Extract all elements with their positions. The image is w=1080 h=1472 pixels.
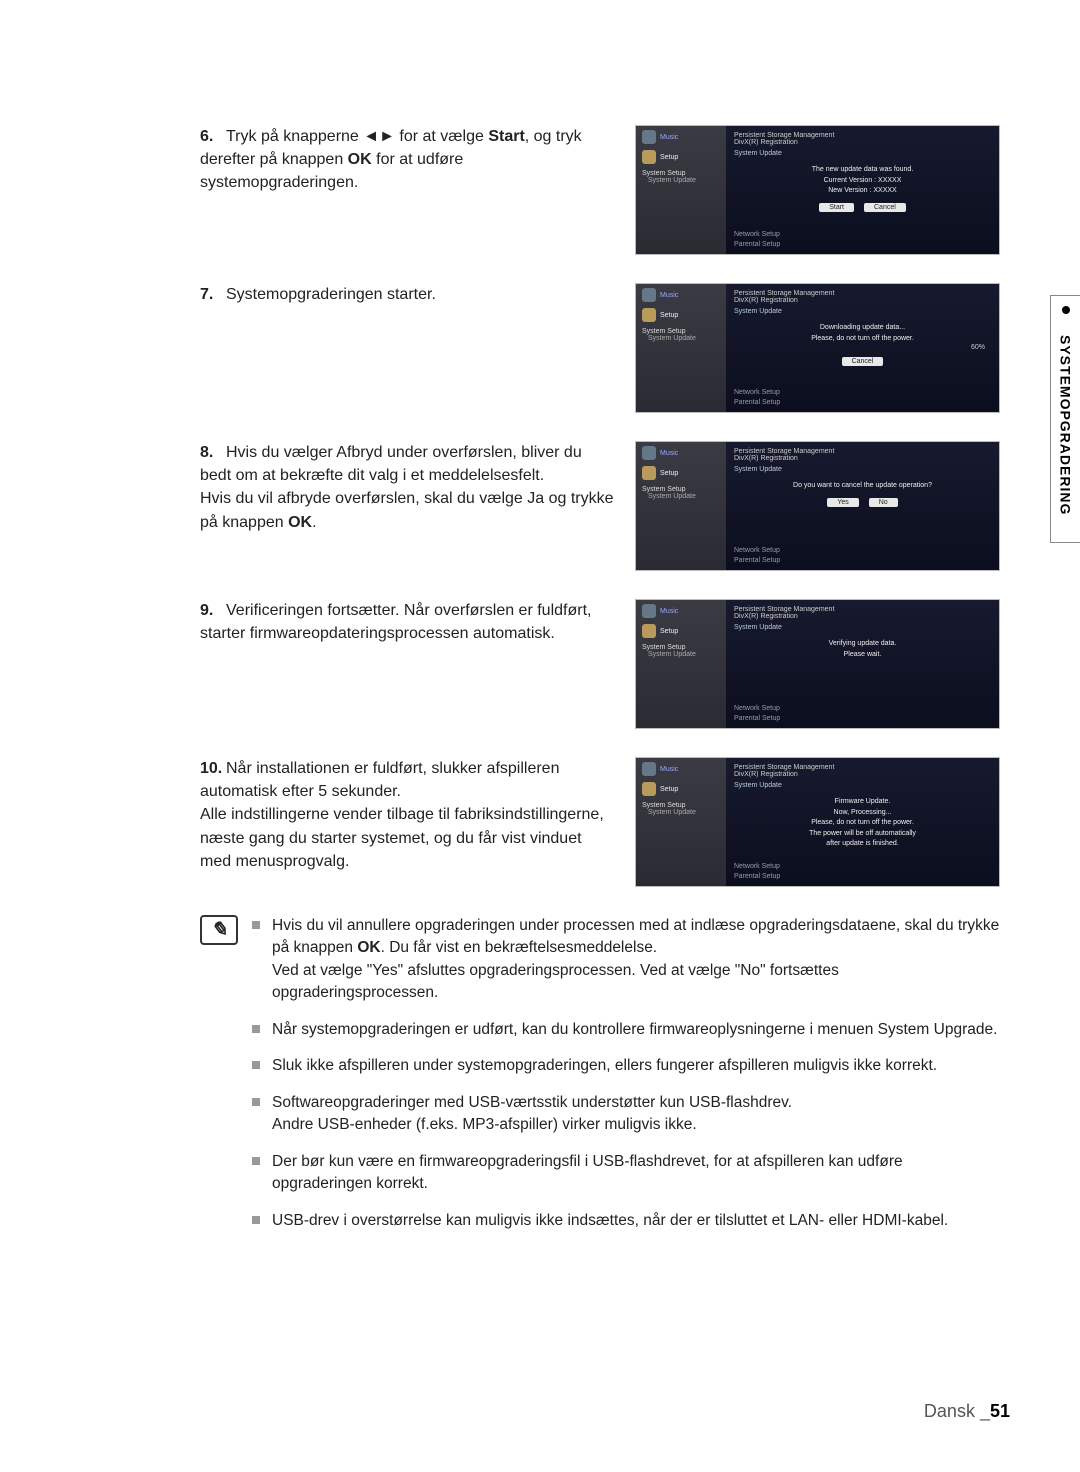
notes-block: ✎ Hvis du vil annullere opgraderingen un… <box>200 915 1000 1246</box>
fig-left-panel: Music Setup System Setup System Update <box>636 442 726 570</box>
page-footer: Dansk _51 <box>924 1401 1010 1422</box>
side-tab-bullet <box>1062 306 1070 314</box>
step-text: 9.Verificeringen fortsætter. Når overfør… <box>200 599 617 645</box>
fig-button: Cancel <box>864 203 906 212</box>
step-row: 10.Når installationen er fuldført, slukk… <box>200 757 1000 887</box>
note-item: Når systemopgraderingen er udført, kan d… <box>252 1019 1000 1041</box>
fig-left-panel: Music Setup System Setup System Update <box>636 126 726 254</box>
step-figure: Music Setup System Setup System Update P… <box>635 757 1000 887</box>
fig-panel: Music Setup System Setup System Update P… <box>635 757 1000 887</box>
fig-right-panel: Persistent Storage Management DivX(R) Re… <box>726 758 999 886</box>
fig-panel: Music Setup System Setup System Update P… <box>635 599 1000 729</box>
step-row: 6.Tryk på knapperne ◄► for at vælge Star… <box>200 125 1000 255</box>
footer-lang: Dansk _ <box>924 1401 990 1421</box>
note-item: Sluk ikke afspilleren under systemopgrad… <box>252 1055 1000 1077</box>
fig-left-panel: Music Setup System Setup System Update <box>636 600 726 728</box>
step-figure: Music Setup System Setup System Update P… <box>635 125 1000 255</box>
step-row: 7.Systemopgraderingen starter. Music Set… <box>200 283 1000 413</box>
note-icon: ✎ <box>200 915 238 945</box>
side-tab-label: SYSTEMOPGRADERING <box>1058 335 1074 515</box>
fig-button: No <box>869 498 898 507</box>
note-item: Hvis du vil annullere opgraderingen unde… <box>252 915 1000 1005</box>
step-text: 7.Systemopgraderingen starter. <box>200 283 617 306</box>
fig-button: Cancel <box>842 357 884 366</box>
note-item: Der bør kun være en firmwareopgraderings… <box>252 1151 1000 1196</box>
fig-button: Start <box>819 203 854 212</box>
fig-panel: Music Setup System Setup System Update P… <box>635 125 1000 255</box>
step-text: 10.Når installationen er fuldført, slukk… <box>200 757 617 873</box>
step-text: 6.Tryk på knapperne ◄► for at vælge Star… <box>200 125 617 195</box>
side-tab: SYSTEMOPGRADERING <box>1050 295 1080 543</box>
step-row: 9.Verificeringen fortsætter. Når overfør… <box>200 599 1000 729</box>
step-figure: Music Setup System Setup System Update P… <box>635 441 1000 571</box>
fig-right-panel: Persistent Storage Management DivX(R) Re… <box>726 126 999 254</box>
fig-panel: Music Setup System Setup System Update P… <box>635 283 1000 413</box>
step-row: 8.Hvis du vælger Afbryd under overførsle… <box>200 441 1000 571</box>
step-text: 8.Hvis du vælger Afbryd under overførsle… <box>200 441 617 534</box>
fig-left-panel: Music Setup System Setup System Update <box>636 758 726 886</box>
fig-right-panel: Persistent Storage Management DivX(R) Re… <box>726 284 999 412</box>
note-item: USB-drev i overstørrelse kan muligvis ik… <box>252 1210 1000 1232</box>
notes-list: Hvis du vil annullere opgraderingen unde… <box>252 915 1000 1246</box>
fig-panel: Music Setup System Setup System Update P… <box>635 441 1000 571</box>
fig-button: Yes <box>827 498 858 507</box>
fig-left-panel: Music Setup System Setup System Update <box>636 284 726 412</box>
note-item: Softwareopgraderinger med USB-værtsstik … <box>252 1092 1000 1137</box>
step-figure: Music Setup System Setup System Update P… <box>635 283 1000 413</box>
step-figure: Music Setup System Setup System Update P… <box>635 599 1000 729</box>
fig-right-panel: Persistent Storage Management DivX(R) Re… <box>726 600 999 728</box>
footer-page: 51 <box>990 1401 1010 1421</box>
page-content: 6.Tryk på knapperne ◄► for at vælge Star… <box>200 125 1000 1246</box>
fig-right-panel: Persistent Storage Management DivX(R) Re… <box>726 442 999 570</box>
